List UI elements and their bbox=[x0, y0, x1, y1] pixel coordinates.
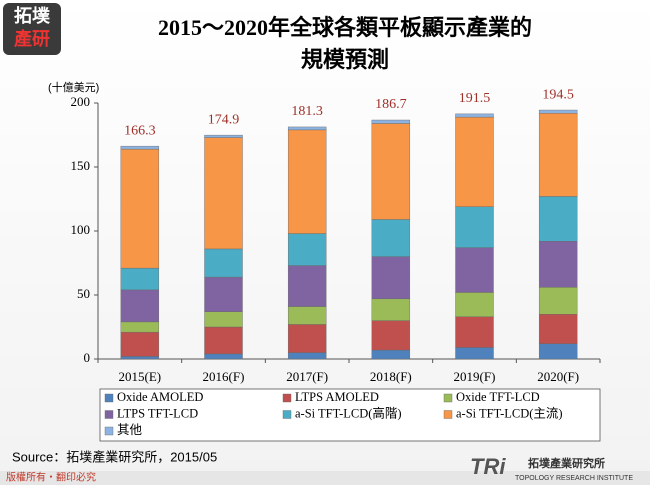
bar-segment bbox=[287, 129, 327, 234]
y-unit: (十億美元) bbox=[48, 80, 99, 94]
total-label: 191.5 bbox=[459, 91, 491, 106]
bar-segment bbox=[204, 134, 243, 138]
brand-en: TOPOLOGY RESEARCH INSTITUTE bbox=[515, 475, 633, 482]
x-tick-label: 2017(F) bbox=[286, 369, 328, 384]
x-tick-label: 2019(F) bbox=[454, 369, 496, 384]
y-tick-label: 50 bbox=[77, 286, 90, 301]
source: Source：拓墣產業研究所，2015/05 bbox=[12, 449, 217, 464]
legend-label: a-Si TFT-LCD(主流) bbox=[456, 406, 563, 420]
bar-segment bbox=[204, 353, 243, 360]
logo-line: 拓墣 bbox=[14, 5, 50, 26]
x-tick-label: 2020(F) bbox=[537, 369, 579, 384]
chart-title: 2015～2020年全球各類平板顯示產業的 bbox=[158, 15, 532, 40]
bar-segment bbox=[287, 324, 327, 353]
bar-segment bbox=[371, 256, 411, 300]
legend-swatch bbox=[282, 410, 292, 419]
total-label: 166.3 bbox=[124, 123, 156, 138]
bar-segment bbox=[538, 314, 578, 344]
bar-segment bbox=[120, 267, 160, 291]
bar-segment bbox=[538, 241, 578, 288]
bar-segment bbox=[455, 347, 494, 360]
bar-segment bbox=[120, 145, 160, 150]
bar-segment bbox=[204, 248, 243, 278]
bar-segment bbox=[204, 311, 243, 328]
bar-segment bbox=[538, 109, 578, 114]
y-tick-label: 0 bbox=[84, 350, 91, 365]
y-tick-label: 100 bbox=[71, 222, 91, 237]
bar-segment bbox=[371, 320, 411, 351]
bar-segment bbox=[371, 219, 411, 257]
bar-segment bbox=[287, 306, 327, 325]
bar-segment bbox=[120, 289, 160, 323]
x-tick-label: 2015(E) bbox=[119, 369, 162, 384]
logo-line: 產研 bbox=[14, 28, 50, 49]
bar-segment bbox=[120, 321, 160, 333]
bar-segment bbox=[287, 126, 327, 131]
bar-segment bbox=[371, 349, 411, 360]
legend-label: Oxide AMOLED bbox=[117, 390, 203, 404]
bar-segment bbox=[204, 276, 243, 312]
legend-label: Oxide TFT-LCD bbox=[456, 390, 540, 404]
copyright: 版權所有・翻印必究 bbox=[6, 471, 96, 484]
total-label: 186.7 bbox=[375, 97, 407, 112]
footer-bar bbox=[0, 471, 650, 485]
bar-segment bbox=[120, 148, 160, 269]
legend-label: 其他 bbox=[117, 423, 143, 437]
bar-segment bbox=[204, 137, 243, 250]
bar-segment bbox=[287, 352, 327, 360]
total-label: 181.3 bbox=[291, 104, 323, 119]
legend-swatch bbox=[282, 393, 292, 403]
legend-label: LTPS AMOLED bbox=[295, 390, 379, 404]
bar-segment bbox=[371, 298, 411, 321]
bar-segment bbox=[455, 316, 494, 348]
bar-segment bbox=[538, 113, 578, 197]
logo-box bbox=[3, 3, 61, 55]
bar-segment bbox=[204, 326, 243, 355]
x-tick-label: 2016(F) bbox=[203, 369, 245, 384]
legend-swatch bbox=[443, 410, 453, 419]
legend-swatch bbox=[443, 393, 453, 403]
chart-title: 規模預測 bbox=[301, 47, 389, 72]
bar-segment bbox=[455, 292, 494, 317]
legend-label: a-Si TFT-LCD(高階) bbox=[295, 405, 402, 420]
bar-segment bbox=[287, 233, 327, 266]
brand-name: 拓墣產業研究所 bbox=[528, 456, 605, 470]
bar-segment bbox=[455, 206, 494, 248]
y-tick-label: 200 bbox=[71, 94, 91, 109]
legend-swatch bbox=[104, 393, 114, 403]
brand: TRi bbox=[470, 454, 506, 479]
bar-segment bbox=[538, 196, 578, 242]
bar-segment bbox=[538, 287, 578, 315]
total-label: 194.5 bbox=[542, 87, 574, 102]
bar-segment bbox=[287, 265, 327, 307]
bar-segment bbox=[455, 113, 494, 118]
bar-segment bbox=[455, 116, 494, 207]
legend-swatch bbox=[104, 410, 114, 419]
bar-segment bbox=[120, 356, 160, 360]
legend-label: LTPS TFT-LCD bbox=[117, 406, 198, 420]
total-label: 174.9 bbox=[208, 112, 240, 127]
y-tick-label: 150 bbox=[71, 158, 91, 173]
x-tick-label: 2018(F) bbox=[370, 369, 412, 384]
bar-segment bbox=[120, 331, 160, 357]
legend-swatch bbox=[104, 426, 114, 436]
bar-segment bbox=[455, 247, 494, 293]
bar-segment bbox=[538, 343, 578, 360]
bar-segment bbox=[371, 119, 411, 124]
bar-segment bbox=[371, 123, 411, 220]
legend-box bbox=[99, 388, 601, 442]
